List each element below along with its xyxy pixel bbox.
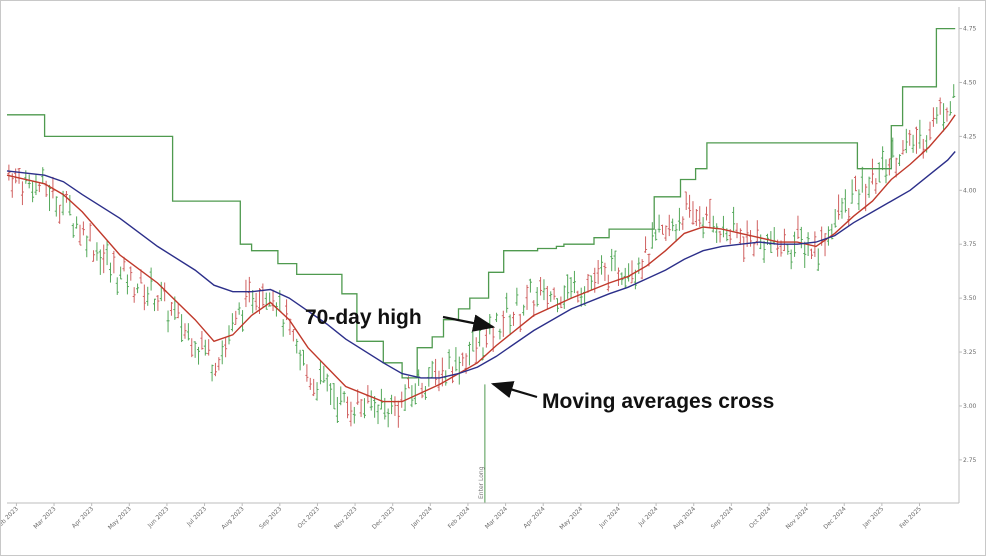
x-tick-label: Jul 2023 bbox=[185, 505, 208, 528]
x-tick-label: Sep 2023 bbox=[258, 505, 283, 530]
x-tick-label: Apr 2024 bbox=[522, 505, 547, 530]
axes: 4.75 4.50 4.25 4.00 3.75 3.50 3.25 3.00 2.75 Feb … bbox=[1, 7, 977, 531]
entry-signal-label: Enter Long bbox=[478, 466, 485, 499]
x-tick-label: May 2024 bbox=[558, 505, 584, 531]
fast-moving-average-line bbox=[6, 114, 956, 403]
entry-signal: Enter Long bbox=[478, 384, 486, 503]
arrow-to-70-day-high bbox=[442, 314, 496, 332]
annotations: 70-day high Moving averages cross bbox=[305, 306, 774, 413]
x-tick-label: Jan 2024 bbox=[409, 505, 433, 529]
x-tick-label: Oct 2024 bbox=[748, 505, 773, 530]
y-tick-label: 4.75 bbox=[963, 26, 977, 33]
y-tick-label: 2.75 bbox=[963, 457, 977, 464]
arrow-to-cross bbox=[490, 381, 538, 399]
x-tick-label: Mar 2024 bbox=[484, 505, 509, 530]
x-tick-label: Sep 2024 bbox=[710, 505, 735, 530]
x-tick-label: Nov 2023 bbox=[333, 505, 359, 531]
series-lines bbox=[6, 27, 956, 403]
x-tick-label: Feb 2025 bbox=[898, 505, 923, 530]
slow-moving-average-line bbox=[6, 151, 956, 379]
70-day-high-line bbox=[7, 27, 956, 379]
y-tick-label: 3.00 bbox=[963, 403, 977, 410]
y-tick-label: 4.00 bbox=[963, 187, 977, 194]
x-tick-label: Oct 2023 bbox=[296, 505, 321, 530]
x-tick-label: Dec 2023 bbox=[371, 505, 396, 530]
x-tick-label: Jul 2024 bbox=[637, 505, 660, 528]
y-tick-label: 4.50 bbox=[963, 79, 977, 86]
y-tick-label: 3.50 bbox=[963, 295, 977, 302]
x-tick-label: May 2023 bbox=[107, 505, 133, 531]
x-tick-label: Dec 2024 bbox=[822, 505, 847, 530]
x-tick-label: Jun 2023 bbox=[146, 505, 171, 530]
y-tick-label: 3.25 bbox=[963, 349, 977, 356]
annotation-70-day-high: 70-day high bbox=[305, 306, 422, 329]
x-tick-label: Jun 2024 bbox=[597, 505, 622, 530]
x-tick-label: Feb 2024 bbox=[447, 505, 472, 530]
price-bars bbox=[7, 84, 956, 428]
x-tick-label: Feb 2023 bbox=[1, 505, 20, 530]
x-tick-label: Aug 2023 bbox=[220, 505, 246, 531]
annotation-moving-averages-cross: Moving averages cross bbox=[542, 390, 774, 413]
x-tick-label: Jan 2025 bbox=[861, 505, 885, 529]
y-tick-label: 4.25 bbox=[963, 133, 977, 140]
x-tick-label: Apr 2023 bbox=[71, 505, 96, 530]
x-tick-label: Nov 2024 bbox=[785, 505, 811, 531]
x-tick-label: Mar 2023 bbox=[32, 505, 57, 530]
x-tick-label: Aug 2024 bbox=[672, 505, 698, 531]
y-tick-label: 3.75 bbox=[963, 241, 977, 248]
